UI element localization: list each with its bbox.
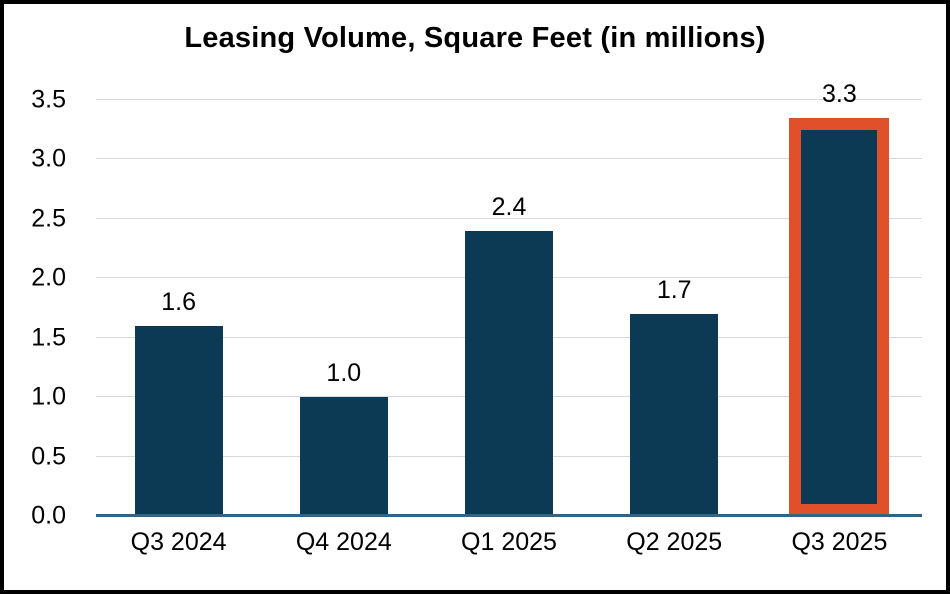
x-tick-label-q2-2025: Q2 2025 xyxy=(626,528,723,556)
bar-q1-2025 xyxy=(465,231,553,516)
chart-title: Leasing Volume, Square Feet (in millions… xyxy=(184,22,766,54)
bar-slot-q3-2025: 3.3 xyxy=(757,82,922,516)
bar-q2-2025 xyxy=(630,314,719,516)
x-axis-line xyxy=(96,514,922,517)
y-tick-label: 3.0 xyxy=(31,144,66,173)
x-tick-label-q3-2024: Q3 2024 xyxy=(130,528,227,556)
x-tick-label-q3-2025: Q3 2025 xyxy=(791,528,888,556)
bar-slot-q2-2025: 1.7 xyxy=(592,100,757,516)
bar-data-label: 1.6 xyxy=(161,288,196,316)
y-axis: 0.0 0.5 1.0 1.5 2.0 2.5 3.0 3.5 xyxy=(4,87,66,528)
bar-data-label: 1.7 xyxy=(656,276,692,304)
bar-slot-q1-2025: 2.4 xyxy=(426,100,591,516)
y-tick-label: 1.5 xyxy=(31,323,66,352)
x-tick-label-q4-2024: Q4 2024 xyxy=(295,528,392,556)
bar-q3-2024 xyxy=(134,326,223,516)
y-tick-label: 3.5 xyxy=(31,85,66,114)
bar-data-label: 3.3 xyxy=(822,80,857,108)
gridline xyxy=(96,99,922,100)
y-tick-label: 1.0 xyxy=(31,382,66,411)
y-tick-label: 0.5 xyxy=(31,442,66,471)
y-tick-label: 2.0 xyxy=(31,263,66,292)
gridline xyxy=(96,217,922,219)
y-tick-label: 0.0 xyxy=(31,501,66,530)
x-tick-label-q1-2025: Q1 2025 xyxy=(461,528,557,556)
plot-area: 1.6 1.0 2.4 1.7 3.3 xyxy=(96,82,922,517)
bar-q4-2024 xyxy=(299,397,388,516)
bar-slot-q4-2024: 1.0 xyxy=(261,100,426,516)
y-tick-label: 2.5 xyxy=(31,204,66,233)
bar-data-label: 1.0 xyxy=(326,359,362,387)
gridline xyxy=(96,158,922,160)
bar-slot-q3-2024: 1.6 xyxy=(96,100,261,516)
bar-data-label: 2.4 xyxy=(491,193,527,221)
x-axis: Q3 2024 Q4 2024 Q1 2025 Q2 2025 Q3 2025 xyxy=(96,528,922,557)
bars-row: 1.6 1.0 2.4 1.7 3.3 xyxy=(96,82,922,516)
bar-highlighted-q3-2025 xyxy=(789,118,890,516)
